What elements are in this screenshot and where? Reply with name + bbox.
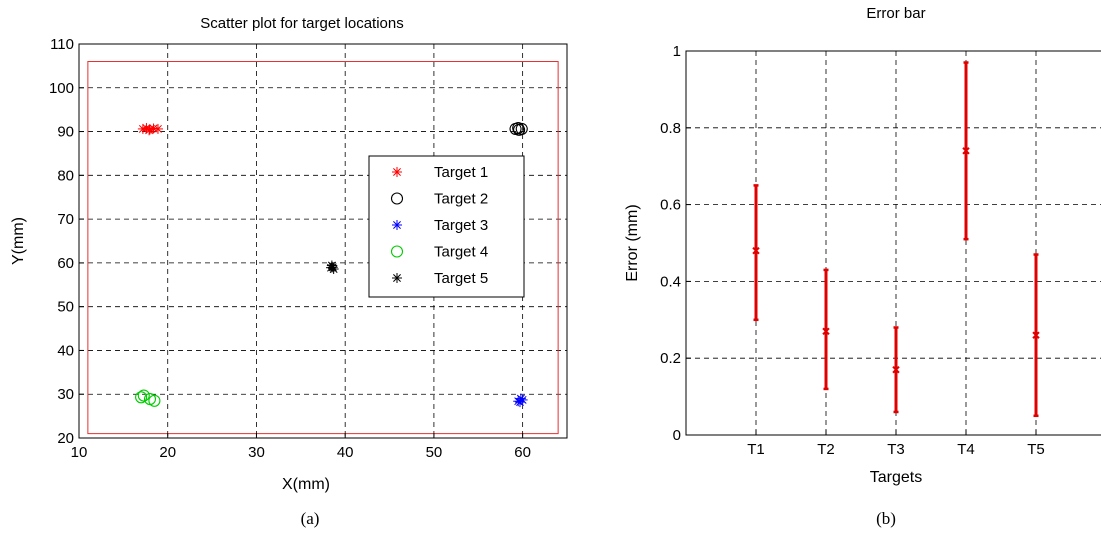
scatter-point-1 (144, 125, 155, 136)
scatter-x-label: X(mm) (282, 476, 330, 493)
errorbar-T1 (752, 184, 760, 322)
scatter-axes-box (78, 43, 568, 439)
y-tick-label: 80 (57, 167, 74, 184)
scatter-panel: Scatter plot for target locations 10 20 30… (10, 15, 568, 528)
x-tick-label: 40 (337, 444, 354, 461)
legend-label-2: Target 2 (434, 191, 488, 208)
errorbar-T4 (962, 61, 970, 241)
scatter-x-ticks: 10 20 30 40 50 60 (71, 433, 531, 461)
x-tick-label: T5 (1027, 441, 1045, 458)
scatter-point-5 (325, 262, 336, 273)
legend-label-5: Target 5 (434, 270, 488, 287)
errorbar-x-label: Targets (870, 469, 922, 486)
legend-marker-3 (392, 220, 402, 230)
y-tick-label: 0 (673, 427, 681, 444)
scatter-title: Scatter plot for target locations (200, 15, 403, 32)
x-tick-label: 60 (514, 444, 531, 461)
x-tick-label: T2 (817, 441, 835, 458)
errorbar-T5 (1032, 253, 1040, 418)
y-tick-label: 110 (50, 36, 74, 53)
errorbar-y-ticks: 0 0.2 0.4 0.6 0.8 1 (660, 43, 691, 444)
legend-marker-2 (390, 192, 404, 205)
errorbar-x-ticks: T1 T2 T3 T4 T5 (747, 430, 1045, 458)
scatter-grid (79, 44, 567, 438)
errorbar-mean-marker (822, 327, 830, 336)
scatter-point-1 (152, 123, 163, 134)
legend-items: Target 1 Target 2 Target 3 Target 4 Target 5 (390, 164, 488, 287)
y-tick-label: 40 (57, 342, 74, 359)
y-tick-label: 50 (57, 299, 74, 316)
workspace-boundary (87, 61, 559, 435)
legend-marker-5 (392, 273, 402, 283)
y-tick-label: 0.4 (660, 273, 681, 290)
scatter-y-label: Y(mm) (10, 217, 27, 265)
y-tick-label: 0.8 (660, 120, 681, 137)
errorbar-T3 (892, 326, 900, 414)
errorbar-grid (686, 51, 1101, 435)
legend-marker-1 (392, 167, 402, 177)
scatter-points (135, 122, 528, 408)
scatter-y-ticks: 20 30 40 50 60 70 80 90 100 110 (49, 36, 84, 447)
y-tick-label: 20 (57, 430, 74, 447)
legend-marker-4 (390, 245, 404, 258)
y-tick-label: 60 (57, 255, 74, 272)
errorbar-mean-marker (962, 147, 970, 155)
x-tick-label: 20 (159, 444, 176, 461)
x-tick-label: T3 (887, 441, 905, 458)
legend-label-4: Target 4 (434, 244, 488, 261)
x-tick-label: 30 (248, 444, 265, 461)
y-tick-label: 30 (57, 386, 74, 403)
scatter-point-4 (137, 389, 150, 402)
legend-label-1: Target 1 (434, 164, 488, 181)
scatter-point-2 (512, 122, 525, 135)
errorbar-mean-marker (1032, 331, 1040, 339)
x-tick-label: T1 (747, 441, 765, 458)
errorbar-title: Error bar (866, 5, 925, 22)
errorbar-y-label: Error (mm) (624, 204, 641, 281)
x-tick-label: T4 (957, 441, 975, 458)
y-tick-label: 0.6 (660, 197, 681, 214)
errorbar-panel: Error bar T1 T2 T3 T4 T5 0 0.2 0.4 0.6 0.8 1 Targ… (624, 5, 1101, 528)
errorbar-mean-marker (892, 366, 900, 374)
caption-b: (b) (876, 509, 896, 528)
scatter-point-4 (135, 391, 148, 404)
x-tick-label: 10 (71, 444, 88, 461)
errorbar-bars (752, 61, 1040, 418)
y-tick-label: 1 (673, 43, 681, 60)
caption-a: (a) (301, 509, 320, 528)
errorbar-T2 (822, 268, 830, 391)
y-tick-label: 90 (57, 124, 74, 141)
errorbar-mean-marker (752, 246, 760, 255)
scatter-point-3 (514, 397, 525, 408)
y-tick-label: 0.2 (660, 350, 681, 367)
y-tick-label: 100 (49, 80, 74, 97)
scatter-legend: Target 1 Target 2 Target 3 Target 4 Target 5 (368, 155, 525, 298)
scatter-boundary (87, 61, 559, 435)
errorbar-axes-box (685, 50, 1101, 436)
y-tick-label: 70 (57, 211, 74, 228)
scatter-point-4 (148, 394, 161, 407)
legend-label-3: Target 3 (434, 217, 488, 234)
x-tick-label: 50 (426, 444, 443, 461)
